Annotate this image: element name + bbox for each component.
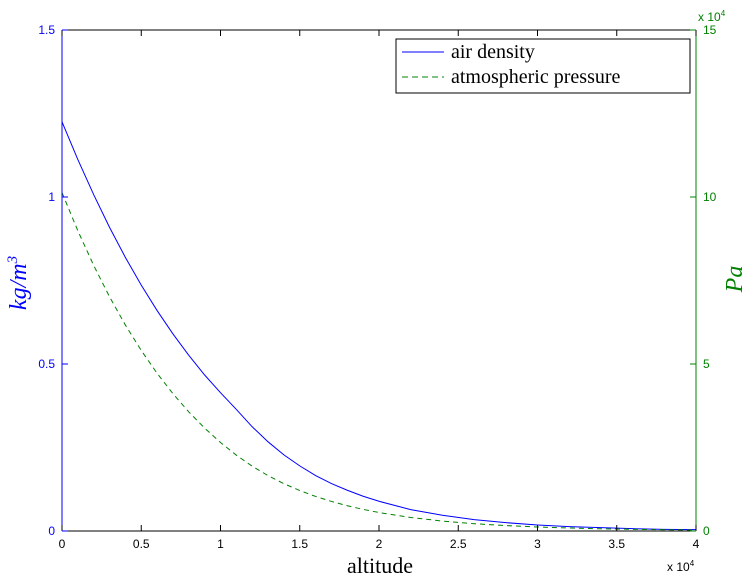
x-tick-label: 1.5 (291, 537, 308, 551)
right-axis-exponent: x 104 (698, 9, 726, 24)
legend-box (395, 38, 691, 94)
right-y-tick-label: 0 (703, 524, 710, 538)
left-y-axis-title: kg/m3 (5, 256, 32, 310)
right-y-tick-label: 10 (703, 190, 717, 204)
x-tick-label: 0 (59, 537, 66, 551)
plot-area (62, 30, 696, 531)
x-tick-label: 2.5 (450, 537, 467, 551)
left-y-tick-label: 0 (48, 524, 55, 538)
x-tick-label: 3 (534, 537, 541, 551)
x-tick-label: 3.5 (608, 537, 625, 551)
x-axis-exponent: x 104 (667, 559, 695, 574)
series-line-air-density (61, 121, 697, 531)
legend: air density atmospheric pressure (395, 38, 691, 94)
left-y-tick-label: 0.5 (38, 357, 55, 371)
right-y-tick-label: 5 (703, 357, 710, 371)
legend-label-air-density: air density (451, 41, 535, 63)
right-y-axis-title: Pa (722, 266, 748, 294)
right-y-tick-label: 15 (703, 23, 717, 37)
x-tick-label: 1 (217, 537, 224, 551)
x-tick-label: 2 (376, 537, 383, 551)
x-tick-label: 0.5 (133, 537, 150, 551)
left-y-tick-label: 1 (48, 190, 55, 204)
left-y-axis: 0 0.5 1 1.5 (38, 23, 68, 538)
right-y-axis: 0 5 10 15 (690, 23, 717, 538)
left-y-tick-label: 1.5 (38, 23, 55, 37)
x-axis-title: altitude (347, 553, 413, 577)
x-axis: 0 0.5 1 1.5 2 2.5 3 3.5 4 (59, 30, 700, 551)
legend-label-atmospheric-pressure: atmospheric pressure (451, 66, 621, 88)
x-tick-label: 4 (693, 537, 700, 551)
